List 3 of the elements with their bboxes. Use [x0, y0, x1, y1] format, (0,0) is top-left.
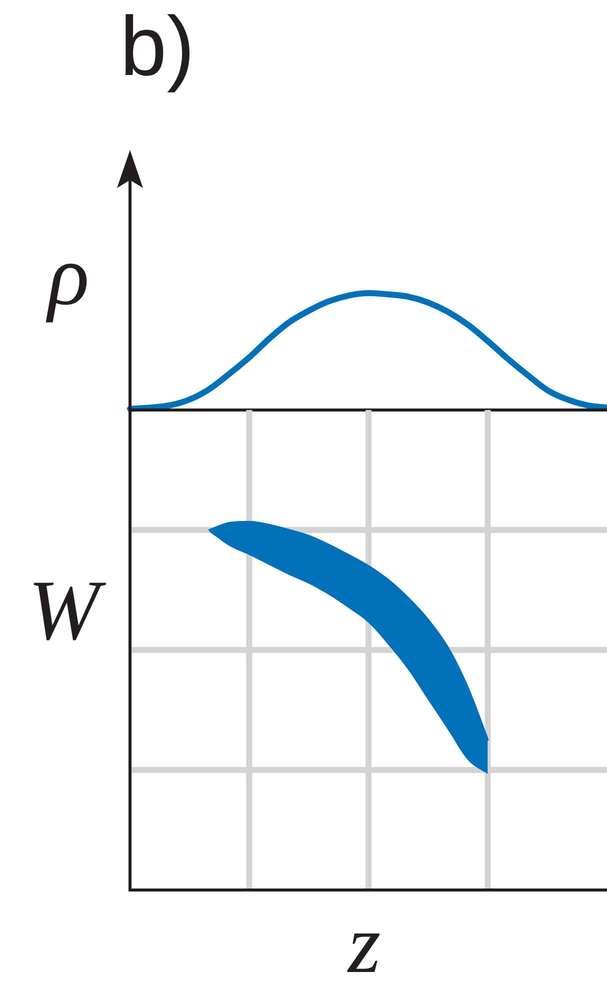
chart-title: b): [120, 0, 195, 94]
x-axis-title: z: [348, 898, 381, 991]
y-axis-title: ρ: [48, 226, 90, 325]
